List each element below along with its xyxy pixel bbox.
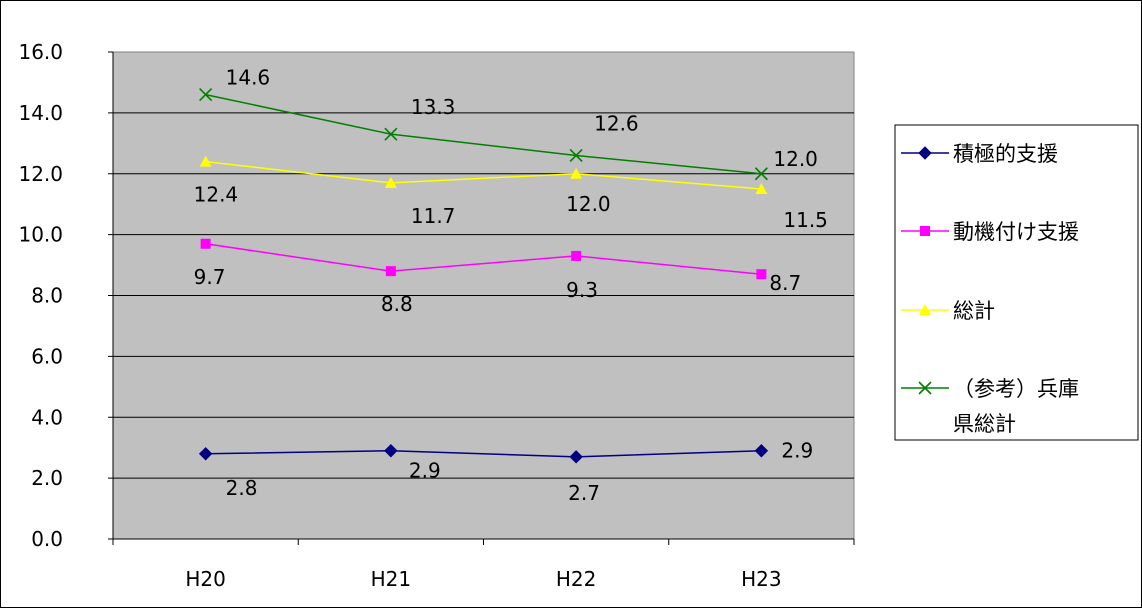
triangle-marker [570,167,583,179]
data-label: 12.0 [773,147,818,171]
x-tick-label: H21 [371,567,412,591]
axes: 0.0 2.0 4.0 6.0 8.0 10.0 12.0 14.0 16.0 H20 H21 H22… [18,40,855,591]
diamond-marker [754,444,769,458]
x-marker [918,381,932,395]
y-tick-label: 14.0 [18,101,63,125]
series [198,444,769,464]
series-line [205,243,762,275]
legend-item: 動機付け支援 [901,220,1079,244]
series-line [205,93,762,175]
data-label: 11.7 [411,204,456,228]
series [200,238,767,280]
x-marker [199,88,213,102]
data-label: 12.4 [194,183,239,207]
legend-label: 積極的支援 [953,142,1058,166]
x-marker [384,127,398,141]
triangle-marker [755,182,768,194]
data-label: 12.0 [566,192,611,216]
data-label: 2.7 [568,481,600,505]
legend-label: 県総計 [953,412,1016,436]
square-marker [756,269,767,280]
square-marker [200,238,211,249]
series-line [205,449,762,458]
y-tick-label: 0.0 [31,527,63,551]
data-label: 9.3 [566,278,598,302]
y-tick-label: 12.0 [18,162,63,186]
square-marker [920,226,930,236]
gridlines [113,112,854,479]
x-marker [754,167,768,181]
triangle-marker [384,176,397,188]
y-tick-label: 2.0 [31,466,63,490]
data-label: 9.7 [194,265,226,289]
y-tick-label: 6.0 [31,344,63,368]
data-label: 8.8 [381,292,413,316]
diamond-marker [569,450,583,464]
x-tick-label: H20 [185,567,226,591]
data-label: 14.6 [226,66,271,90]
x-tick-label: H22 [556,567,597,591]
series-line [205,160,762,190]
legend-label: 総計 [953,299,995,323]
square-marker [571,250,582,261]
legend-label: （参考）兵庫 [953,377,1079,401]
y-tick-label: 16.0 [18,40,63,64]
y-tick-label: 4.0 [31,405,63,429]
legend-item: 総計 [901,299,995,323]
data-label: 8.7 [769,271,801,295]
diamond-marker [918,146,932,160]
square-marker [385,266,396,277]
diamond-marker [198,447,213,461]
y-tick-label: 8.0 [31,284,63,308]
data-label: 2.8 [226,476,258,500]
y-tick-label: 10.0 [18,223,63,247]
legend-item: 積極的支援 [901,142,1058,166]
data-label: 11.5 [783,208,828,232]
series [199,88,768,181]
series-group [198,88,769,464]
triangle-marker [199,155,212,167]
x-marker [569,148,583,163]
diamond-marker [384,444,398,458]
triangle-marker [919,304,931,315]
data-label: 2.9 [781,439,813,463]
data-label: 12.6 [594,111,639,135]
series [199,155,768,194]
x-tick-label: H23 [741,567,782,591]
data-label: 13.3 [411,95,456,119]
data-labels: 2.8 2.9 2.7 2.9 9.7 8.8 9.3 8.7 12.4 11.7 12.0 11.5… [194,66,828,505]
data-label: 2.9 [409,459,441,483]
legend-label: 動機付け支援 [953,220,1079,244]
